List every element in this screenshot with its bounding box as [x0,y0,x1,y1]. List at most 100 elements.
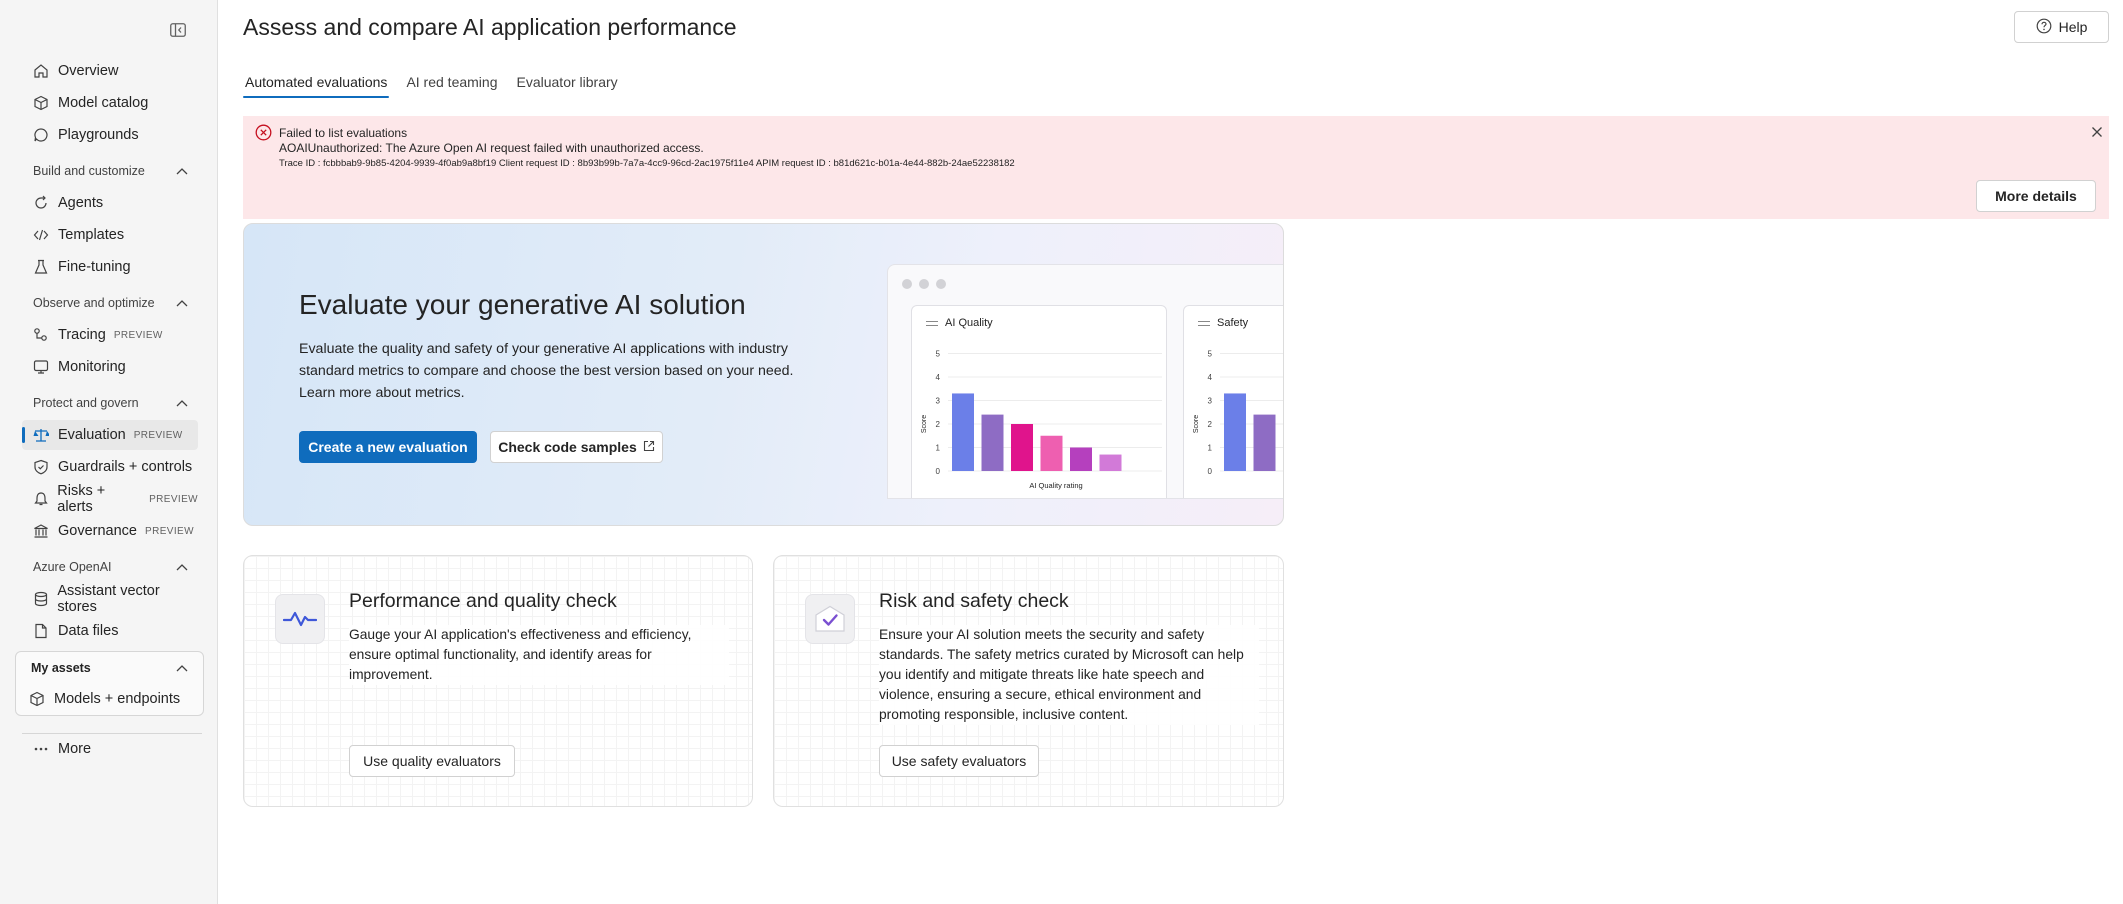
section-label: Build and customize [33,164,145,178]
chart-bar [952,393,974,471]
sidebar-item-model-catalog[interactable]: Model catalog [22,88,198,118]
sidebar-item-label: Model catalog [58,95,149,111]
preview-badge: PREVIEW [113,329,163,341]
card-description: Gauge your AI application's effectivenes… [349,625,729,685]
pulse-icon [275,594,325,644]
sidebar-item-data-files[interactable]: Data files [22,616,198,646]
sidebar-item-label: Fine-tuning [58,259,131,275]
button-label: Check code samples [498,439,637,455]
sidebar-item-agents[interactable]: Agents [22,188,198,218]
alert-icon [32,490,49,508]
monitor-icon [32,358,50,376]
legend-icon [926,320,938,326]
sidebar-item-models-endpoints[interactable]: Models + endpoints [18,684,198,714]
building-icon [32,522,50,540]
safety-card: Safety 0 1 2 3 4 5 Score [1183,305,1283,498]
sidebar-item-label: Playgrounds [58,127,139,143]
flask-icon [32,258,50,276]
sidebar-item-label: Evaluation [58,427,126,443]
use-quality-evaluators-button[interactable]: Use quality evaluators [349,745,515,777]
agent-refresh-icon [32,194,50,212]
x-axis-label: AI Quality rating [1029,481,1082,490]
help-label: Help [2058,19,2088,35]
ai-quality-title: AI Quality [926,317,993,329]
tab-evaluator-library[interactable]: Evaluator library [516,74,618,90]
sidebar-item-monitoring[interactable]: Monitoring [22,352,198,382]
chevron-up-icon [175,296,189,310]
sidebar-item-vector-stores[interactable]: Assistant vector stores [22,583,198,615]
y-tick-label: 1 [1208,444,1213,453]
chevron-up-icon [175,396,189,410]
shield-icon [32,458,50,476]
chevron-up-icon [175,560,189,574]
chat-bubble-icon [32,126,50,144]
sidebar-item-label: Data files [58,623,119,639]
safety-chart: 0 1 2 3 4 5 Score [1193,350,1283,476]
ai-quality-chart: 0 1 2 3 4 5 Score AI Quality rating [921,350,1162,490]
legend-icon [1198,320,1210,326]
section-build-customize[interactable]: Build and customize [33,160,189,182]
sidebar-item-label: Governance [58,523,137,539]
sidebar-item-more[interactable]: More [22,734,198,764]
error-message-bar: Failed to list evaluations AOAIUnauthori… [243,116,2109,219]
sidebar-item-label: Risks + alerts [57,483,106,515]
chart-bar [1070,447,1092,471]
sidebar-item-templates[interactable]: Templates [22,220,198,250]
sidebar-item-evaluation[interactable]: Evaluation PREVIEW [22,420,198,450]
error-trace: Trace ID : fcbbbab9-9b85-4204-9939-4f0ab… [279,158,1015,169]
tab-automated-evaluations[interactable]: Automated evaluations [243,72,390,98]
chart-bar [1253,414,1276,471]
preview-badge: PREVIEW [149,493,198,505]
y-tick-label: 0 [936,467,941,476]
sidebar: Overview Model catalog Playgrounds Build… [0,0,218,904]
sidebar-item-fine-tuning[interactable]: Fine-tuning [22,252,198,282]
preview-badge: PREVIEW [133,429,183,441]
more-details-button[interactable]: More details [1976,180,2096,212]
help-icon [2036,18,2052,37]
card-title: Risk and safety check [879,590,1069,612]
close-icon[interactable] [2089,124,2105,140]
y-axis-label: Score [1193,415,1200,433]
section-my-assets[interactable]: My assets [31,657,189,679]
y-tick-label: 3 [1208,397,1213,406]
card-title: Performance and quality check [349,590,617,612]
code-icon [32,226,50,244]
section-label: Protect and govern [33,396,139,410]
sidebar-item-label: Guardrails + controls [58,459,193,475]
section-observe-optimize[interactable]: Observe and optimize [33,292,189,314]
error-title: Failed to list evaluations [279,126,408,140]
section-azure-openai[interactable]: Azure OpenAI [33,556,189,578]
hero-description: Evaluate the quality and safety of your … [299,341,794,401]
sidebar-item-tracing[interactable]: Tracing PREVIEW [22,320,198,350]
y-axis-label: Score [921,415,928,433]
help-button[interactable]: Help [2014,11,2109,43]
tab-list: Automated evaluations AI red teaming Eva… [243,72,620,98]
tracing-icon [32,326,50,344]
sidebar-divider [22,733,202,734]
sidebar-item-overview[interactable]: Overview [22,56,198,86]
cube-icon [28,690,46,708]
page-title: Assess and compare AI application perfor… [243,14,737,40]
section-protect-govern[interactable]: Protect and govern [33,392,189,414]
y-tick-label: 2 [936,420,941,429]
y-tick-label: 2 [1208,420,1213,429]
section-label: Observe and optimize [33,296,155,310]
my-assets-panel [15,651,204,716]
sidebar-item-guardrails[interactable]: Guardrails + controls [22,452,198,482]
section-label: My assets [31,661,91,675]
database-icon [32,590,49,608]
collapse-sidebar-icon[interactable] [168,20,188,40]
illustration-window: AI Quality 0 1 2 3 4 5 Score AI Quality rating … [887,264,1283,499]
sidebar-item-risks-alerts[interactable]: Risks + alerts PREVIEW [22,483,198,515]
tab-ai-red-teaming[interactable]: AI red teaming [406,74,498,90]
check-code-samples-button[interactable]: Check code samples [490,431,663,463]
y-tick-label: 3 [936,397,941,406]
quality-check-card: Performance and quality check Gauge your… [243,555,753,807]
use-safety-evaluators-button[interactable]: Use safety evaluators [879,745,1039,777]
sidebar-item-governance[interactable]: Governance PREVIEW [22,516,198,546]
sidebar-item-playgrounds[interactable]: Playgrounds [22,120,198,150]
chart-bar [1040,435,1063,471]
sidebar-item-label: Tracing [58,327,106,343]
create-evaluation-button[interactable]: Create a new evaluation [299,431,477,463]
envelope-check-icon [805,594,855,644]
